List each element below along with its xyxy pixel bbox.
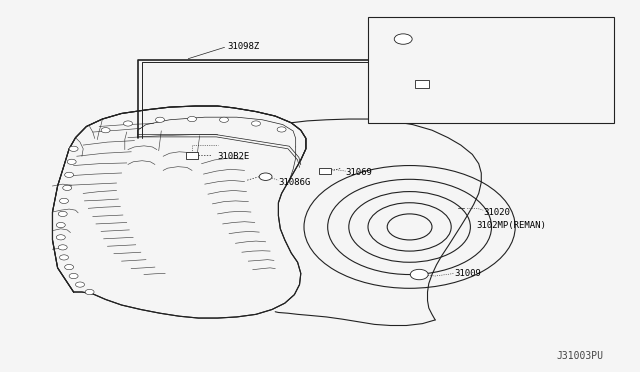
Text: 310B2E: 310B2E bbox=[218, 152, 250, 161]
Text: 3102MP(REMAN): 3102MP(REMAN) bbox=[477, 221, 547, 230]
Text: J31003PU: J31003PU bbox=[557, 351, 604, 361]
Text: 31069: 31069 bbox=[346, 169, 372, 177]
Bar bbox=[319, 168, 331, 174]
Circle shape bbox=[124, 121, 132, 126]
Circle shape bbox=[60, 255, 68, 260]
Circle shape bbox=[101, 128, 110, 133]
Circle shape bbox=[76, 282, 84, 287]
Bar bbox=[415, 80, 429, 88]
Circle shape bbox=[252, 121, 260, 126]
Circle shape bbox=[65, 264, 74, 270]
Circle shape bbox=[156, 117, 164, 122]
Circle shape bbox=[85, 289, 94, 295]
Circle shape bbox=[67, 159, 76, 164]
Circle shape bbox=[65, 172, 74, 177]
Circle shape bbox=[58, 245, 67, 250]
Bar bbox=[368, 17, 614, 123]
Circle shape bbox=[188, 116, 196, 122]
Text: 31009: 31009 bbox=[454, 269, 481, 278]
Circle shape bbox=[69, 273, 78, 279]
Circle shape bbox=[410, 269, 428, 280]
Text: 31082EA: 31082EA bbox=[509, 81, 547, 90]
Text: 31086G: 31086G bbox=[278, 178, 310, 187]
Circle shape bbox=[56, 222, 65, 228]
Circle shape bbox=[277, 127, 286, 132]
Circle shape bbox=[220, 117, 228, 122]
Text: 38352X: 38352X bbox=[442, 33, 474, 42]
Circle shape bbox=[60, 198, 68, 203]
Circle shape bbox=[63, 185, 72, 190]
Circle shape bbox=[259, 173, 272, 180]
Circle shape bbox=[394, 34, 412, 44]
Circle shape bbox=[69, 146, 78, 151]
Text: 31020: 31020 bbox=[483, 208, 510, 217]
Bar bbox=[186, 152, 198, 159]
Circle shape bbox=[58, 211, 67, 217]
Text: 31098Z: 31098Z bbox=[227, 42, 259, 51]
Circle shape bbox=[56, 235, 65, 240]
